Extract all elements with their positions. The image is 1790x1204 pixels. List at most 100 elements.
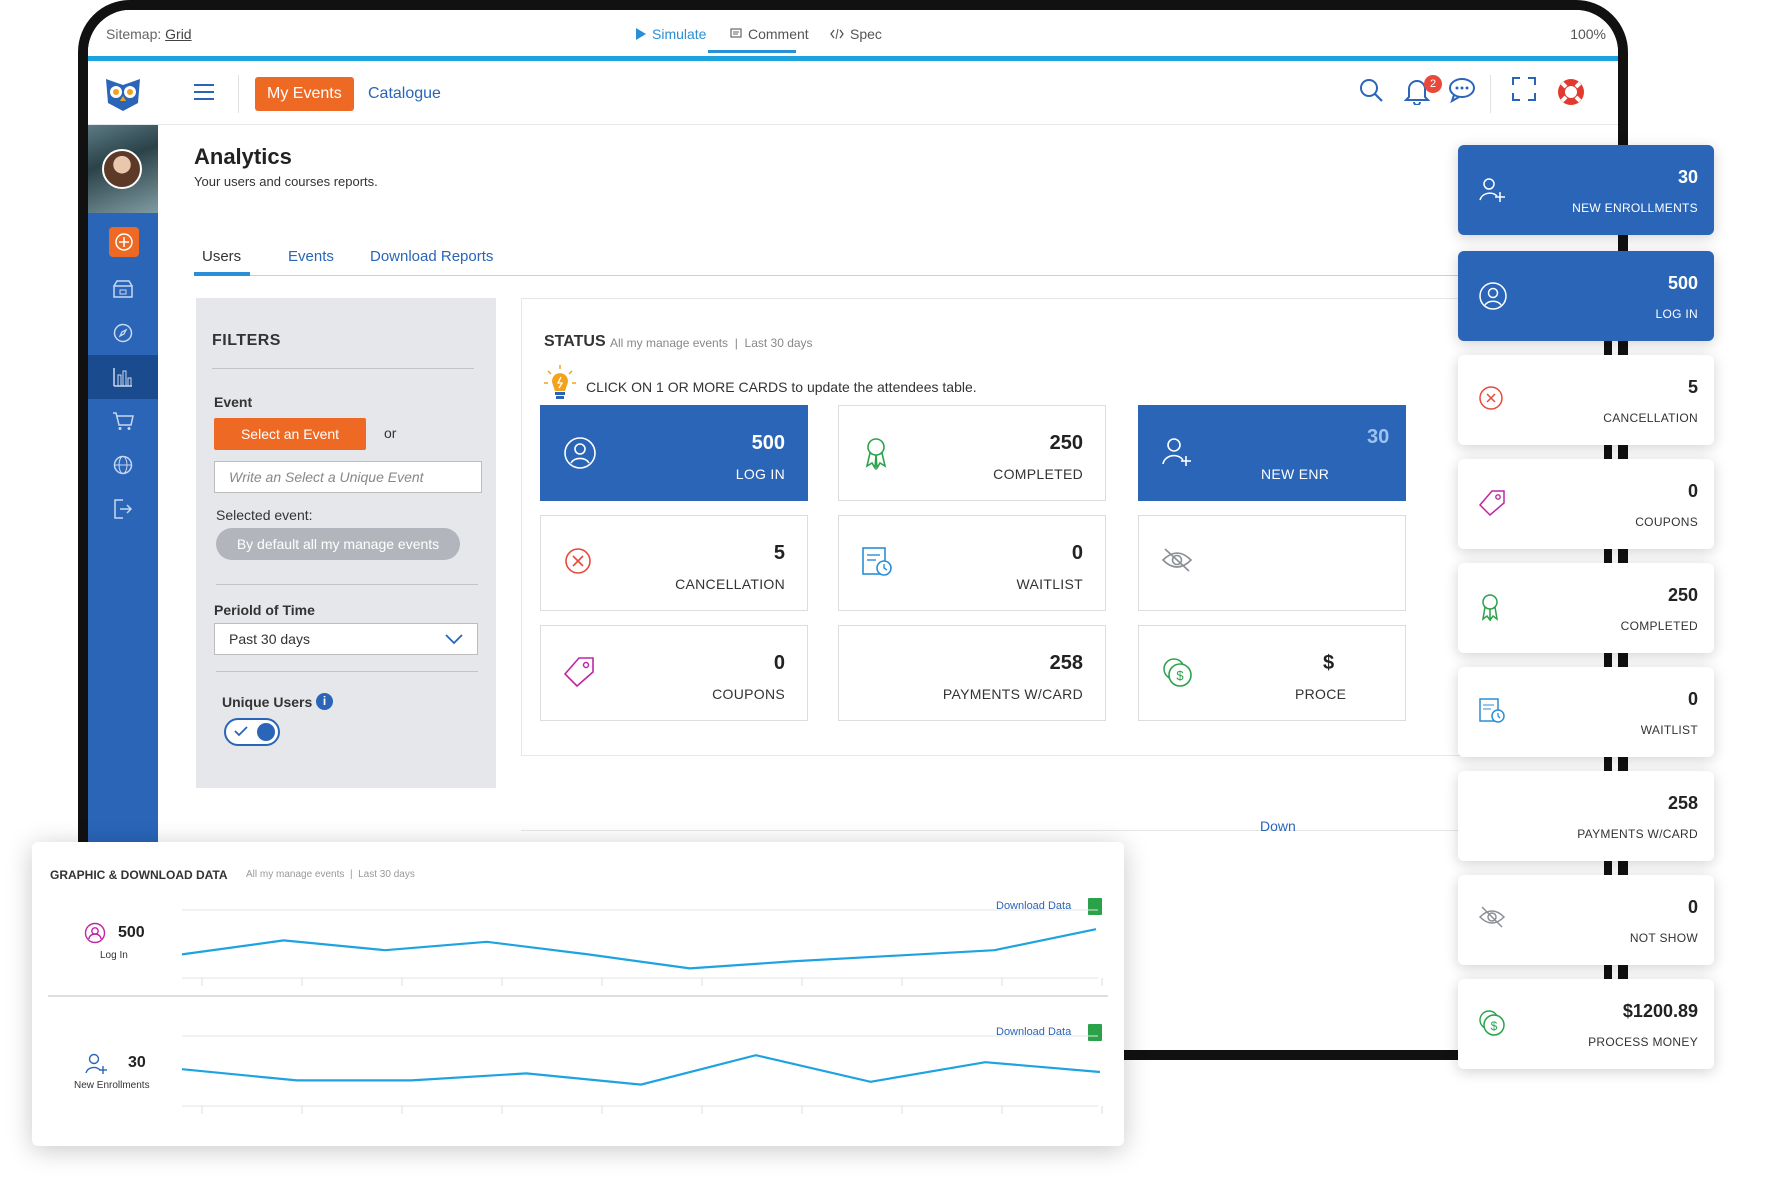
- status-card-coupons[interactable]: 0 COUPONS: [540, 625, 808, 721]
- selected-event-pill[interactable]: By default all my manage events: [216, 528, 460, 560]
- floating-card-not-show[interactable]: 0 NOT SHOW: [1458, 875, 1714, 965]
- user-plus-icon: [85, 1053, 107, 1074]
- floating-card-payments-w-card[interactable]: 258 PAYMENTS W/CARD: [1458, 771, 1714, 861]
- bell-icon[interactable]: [1404, 77, 1430, 105]
- status-title: STATUS: [544, 333, 606, 350]
- floating-card-waitlist[interactable]: 0 WAITLIST: [1458, 667, 1714, 757]
- filters-title: FILTERS: [212, 332, 281, 349]
- card-label: NOT SHOW: [1629, 931, 1698, 945]
- card-label: COUPONS: [1635, 515, 1698, 529]
- status-card-waitlist[interactable]: 0 WAITLIST: [838, 515, 1106, 611]
- catalogue-link[interactable]: Catalogue: [368, 85, 441, 102]
- card-value: 5: [1687, 377, 1698, 397]
- search-icon[interactable]: [1358, 77, 1384, 103]
- metric-value: 500: [118, 924, 145, 941]
- my-events-button[interactable]: My Events: [255, 77, 354, 111]
- download-data-link[interactable]: Down: [1260, 818, 1296, 834]
- chevron-down-icon: [445, 634, 463, 645]
- check-icon: [234, 726, 248, 737]
- store-icon[interactable]: [88, 267, 158, 311]
- comment-tab[interactable]: Comment: [730, 26, 809, 42]
- floating-card-coupons[interactable]: 0 COUPONS: [1458, 459, 1714, 549]
- card-label: LOG IN: [735, 466, 785, 482]
- status-card-cancellation[interactable]: 5 CANCELLATION: [540, 515, 808, 611]
- fullscreen-icon[interactable]: [1512, 77, 1536, 101]
- card-label: CANCELLATION: [675, 576, 785, 592]
- card-value: 5: [773, 542, 785, 564]
- line-charts: [48, 909, 1108, 1114]
- status-card-not-show[interactable]: [1138, 515, 1406, 611]
- tab-events[interactable]: Events: [288, 248, 334, 265]
- floating-card-process-money[interactable]: $ $1200.89 PROCESS MONEY: [1458, 979, 1714, 1069]
- svg-text:$: $: [1491, 1019, 1498, 1033]
- spec-tab[interactable]: Spec: [830, 26, 882, 42]
- avatar[interactable]: [102, 149, 142, 189]
- add-icon[interactable]: [109, 227, 139, 257]
- filters-panel: FILTERS Event Select an Event or Write a…: [196, 298, 496, 788]
- card-value: 30: [1367, 426, 1390, 448]
- card-value: 250: [1667, 585, 1698, 605]
- select-event-button[interactable]: Select an Event: [214, 418, 366, 450]
- sitemap-label[interactable]: Sitemap: Grid: [106, 26, 192, 42]
- card-value: 500: [1667, 273, 1698, 293]
- divider: [216, 584, 478, 585]
- unique-users-toggle[interactable]: [224, 718, 280, 746]
- lifebuoy-icon[interactable]: [1556, 77, 1586, 107]
- event-search-input[interactable]: Write an Select a Unique Event: [214, 461, 482, 493]
- card-label: COMPLETED: [1620, 619, 1698, 633]
- tab-download-reports[interactable]: Download Reports: [370, 248, 494, 265]
- zoom-level[interactable]: 100%: [1570, 26, 1606, 42]
- logout-icon[interactable]: [88, 487, 158, 531]
- floating-card-cancellation[interactable]: 5 CANCELLATION: [1458, 355, 1714, 445]
- card-value: 500: [751, 432, 785, 454]
- svg-text:$: $: [1176, 668, 1184, 683]
- tab-users[interactable]: Users: [202, 248, 242, 265]
- page-title: Analytics: [194, 144, 292, 169]
- notification-badge: 2: [1424, 75, 1442, 93]
- graphic-download-card: GRAPHIC & DOWNLOAD DATA All my manage ev…: [32, 842, 1124, 1146]
- card-label: COMPLETED: [993, 466, 1083, 482]
- floating-card-completed[interactable]: 250 COMPLETED: [1458, 563, 1714, 653]
- card-label: NEW ENR: [1261, 466, 1330, 482]
- spreadsheet-icon[interactable]: [1088, 898, 1102, 915]
- card-value: 0: [1687, 481, 1698, 501]
- floating-card-new-enrollments[interactable]: 30 NEW ENROLLMENTS: [1458, 145, 1714, 235]
- compass-icon[interactable]: [88, 311, 158, 355]
- simulate-tab[interactable]: Simulate: [636, 26, 706, 42]
- status-card-process-money[interactable]: $ $ PROCE: [1138, 625, 1406, 721]
- download-data-link[interactable]: Download Data: [996, 900, 1072, 912]
- hamburger-menu-icon[interactable]: [194, 83, 214, 101]
- simulate-underline: [708, 50, 796, 53]
- card-label: WAITLIST: [1016, 576, 1083, 592]
- spreadsheet-icon[interactable]: [1088, 1024, 1102, 1041]
- analytics-icon[interactable]: [88, 355, 158, 399]
- status-card-new-enrollments[interactable]: 30 NEW ENR: [1138, 405, 1406, 501]
- card-value: 258: [1049, 652, 1083, 674]
- tab-divider: [194, 275, 1618, 276]
- status-card-payments[interactable]: 258 PAYMENTS W/CARD: [838, 625, 1106, 721]
- card-value: 0: [773, 652, 785, 674]
- code-icon: [830, 28, 844, 40]
- toolbar-accent-bar: [88, 56, 1618, 61]
- ribbon-icon: [1478, 593, 1502, 621]
- cart-icon[interactable]: [88, 399, 158, 443]
- card-label: COUPONS: [712, 686, 785, 702]
- chat-icon[interactable]: [1448, 77, 1476, 103]
- ribbon-icon: [865, 438, 887, 470]
- period-select[interactable]: Past 30 days: [214, 623, 478, 655]
- tag-icon: [1478, 489, 1506, 517]
- card-value: 258: [1667, 793, 1698, 813]
- metric-label: Log In: [100, 950, 128, 961]
- cancel-icon: [565, 548, 591, 574]
- globe-icon[interactable]: [88, 443, 158, 487]
- info-icon[interactable]: i: [316, 693, 333, 710]
- download-data-link[interactable]: Download Data: [996, 1026, 1072, 1038]
- owl-logo-icon[interactable]: [102, 73, 144, 115]
- toggle-knob: [257, 723, 275, 741]
- floating-card-log-in[interactable]: 500 LOG IN: [1458, 251, 1714, 341]
- status-card-login[interactable]: 500 LOG IN: [540, 405, 808, 501]
- globe-user-icon: [1478, 281, 1508, 311]
- comment-icon: [730, 28, 742, 38]
- status-card-completed[interactable]: 250 COMPLETED: [838, 405, 1106, 501]
- graphic-title: GRAPHIC & DOWNLOAD DATA: [50, 868, 228, 882]
